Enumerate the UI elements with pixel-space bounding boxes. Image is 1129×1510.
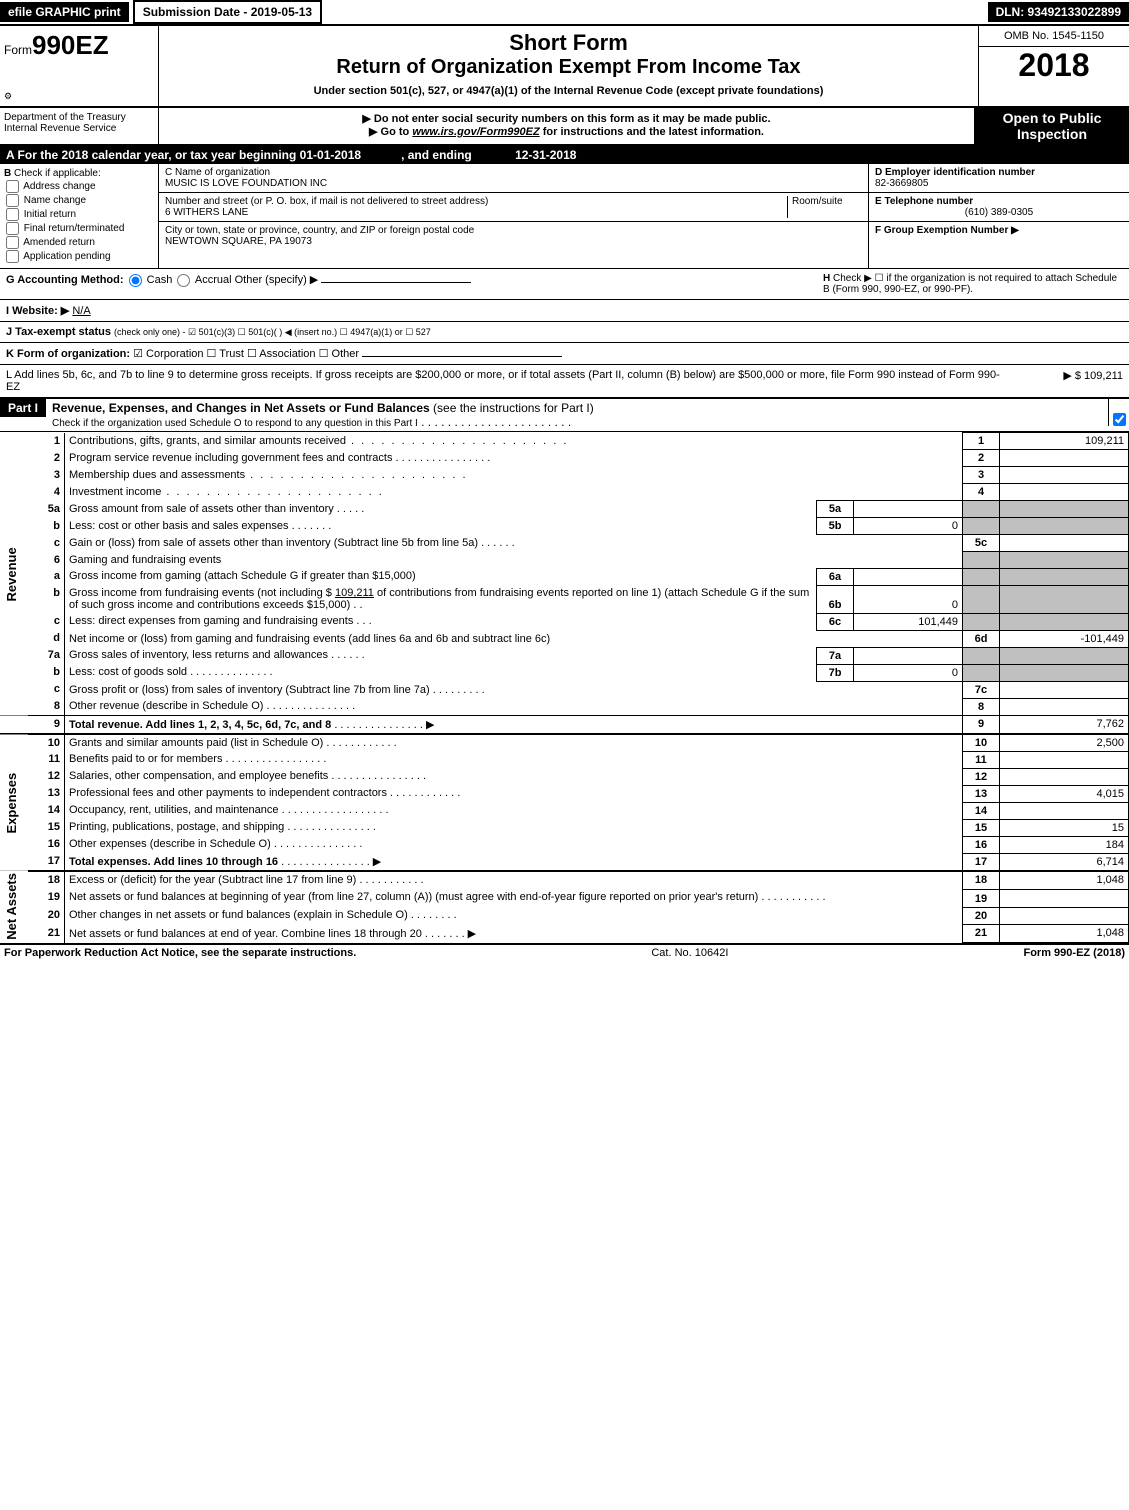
expenses-side-label: Expenses — [0, 734, 28, 872]
street-label: Number and street (or P. O. box, if mail… — [165, 196, 787, 207]
check-address-change[interactable]: Address change — [4, 180, 154, 193]
part-1-title: Revenue, Expenses, and Changes in Net As… — [46, 399, 1108, 431]
dept-left: Department of the Treasury Internal Reve… — [0, 108, 159, 144]
omb-number: OMB No. 1545-1150 — [979, 26, 1129, 47]
irs-url[interactable]: www.irs.gov/Form990EZ — [412, 126, 539, 138]
open-public: Open to Public — [977, 110, 1127, 126]
efile-label: efile GRAPHIC print — [0, 2, 129, 22]
header-center: Short Form Return of Organization Exempt… — [159, 26, 978, 106]
schedule-b-check: Check ▶ ☐ if the organization is not req… — [823, 273, 1117, 295]
city-state-zip: NEWTOWN SQUARE, PA 19073 — [165, 236, 862, 247]
street-address: 6 WITHERS LANE — [165, 207, 787, 218]
line-i: I Website: ▶ N/A — [0, 300, 1129, 322]
tax-year: 2018 — [979, 47, 1129, 84]
line-l: L Add lines 5b, 6c, and 7b to line 9 to … — [0, 365, 1129, 397]
form-prefix: Form — [4, 43, 32, 57]
dept-row: Department of the Treasury Internal Reve… — [0, 108, 1129, 146]
catalog-number: Cat. No. 10642I — [651, 947, 728, 959]
check-application-pending[interactable]: Application pending — [4, 250, 154, 263]
irs-logo: ⚙ — [4, 91, 154, 102]
under-section: Under section 501(c), 527, or 4947(a)(1)… — [167, 85, 970, 97]
city-label: City or town, state or province, country… — [165, 225, 862, 236]
check-name-change[interactable]: Name change — [4, 194, 154, 207]
net-assets-side-label: Net Assets — [0, 871, 28, 943]
line-6b-value: 0 — [854, 585, 963, 613]
line-5b-value: 0 — [854, 518, 963, 535]
check-amended[interactable]: Amended return — [4, 236, 154, 249]
dept-treasury: Department of the Treasury — [4, 112, 154, 123]
line-g-h: G Accounting Method: Cash Accrual Other … — [0, 269, 1129, 300]
top-bar: efile GRAPHIC print Submission Date - 20… — [0, 0, 1129, 26]
submission-date: Submission Date - 2019-05-13 — [133, 0, 322, 24]
line-a: A For the 2018 calendar year, or tax yea… — [0, 146, 1129, 164]
return-title: Return of Organization Exempt From Incom… — [167, 56, 970, 79]
group-exemption-label: F Group Exemption Number ▶ — [875, 225, 1019, 236]
revenue-expenses-table: Revenue 1 Contributions, gifts, grants, … — [0, 432, 1129, 943]
line-6d-value: -101,449 — [1000, 630, 1129, 647]
line-7b-value: 0 — [854, 664, 963, 681]
line-k: K Form of organization: ☑ Corporation ☐ … — [0, 343, 1129, 365]
line-18-value: 1,048 — [1000, 871, 1129, 889]
section-d: D Employer identification number 82-3669… — [868, 164, 1129, 268]
paperwork-notice: For Paperwork Reduction Act Notice, see … — [4, 947, 356, 959]
privacy-notice: ▶ Do not enter social security numbers o… — [163, 112, 970, 125]
section-c: C Name of organization MUSIC IS LOVE FOU… — [159, 164, 868, 268]
form-footer-label: Form 990-EZ (2018) — [1023, 947, 1125, 959]
header-right: OMB No. 1545-1150 2018 — [978, 26, 1129, 106]
room-suite-label: Room/suite — [787, 196, 862, 218]
short-form-title: Short Form — [167, 30, 970, 56]
ein-value: 82-3669805 — [875, 178, 1123, 189]
line-9-value: 7,762 — [1000, 715, 1129, 734]
part-1-label: Part I — [0, 399, 46, 417]
inspection: Inspection — [977, 126, 1127, 142]
org-name: MUSIC IS LOVE FOUNDATION INC — [165, 178, 862, 189]
irs-label: Internal Revenue Service — [4, 123, 154, 134]
form-header: Form990EZ ⚙ Short Form Return of Organiz… — [0, 26, 1129, 108]
dln: DLN: 93492133022899 — [988, 2, 1129, 22]
line-16-value: 184 — [1000, 836, 1129, 853]
inspection-box: Open to Public Inspection — [974, 108, 1129, 144]
section-b: B Check if applicable: Address change Na… — [0, 164, 159, 268]
instructions-link-row: ▶ Go to www.irs.gov/Form990EZ for instru… — [163, 125, 970, 138]
line-21-value: 1,048 — [1000, 925, 1129, 943]
line-6c-value: 101,449 — [854, 613, 963, 630]
accounting-cash[interactable] — [129, 274, 142, 287]
form-number: 990EZ — [32, 30, 109, 60]
accounting-accrual[interactable] — [177, 274, 190, 287]
line-j: J Tax-exempt status (check only one) - ☑… — [0, 322, 1129, 343]
check-initial-return[interactable]: Initial return — [4, 208, 154, 221]
gross-receipts-total: ▶ $ 109,211 — [1003, 369, 1123, 382]
line-1-value: 109,211 — [1000, 433, 1129, 450]
part-1-checkbox[interactable] — [1108, 399, 1129, 426]
form-id-block: Form990EZ ⚙ — [0, 26, 159, 106]
ein-label: D Employer identification number — [875, 167, 1035, 178]
revenue-side-label: Revenue — [0, 433, 28, 716]
phone-label: E Telephone number — [875, 196, 973, 207]
dept-center: ▶ Do not enter social security numbers o… — [159, 108, 974, 144]
part-1-header: Part I Revenue, Expenses, and Changes in… — [0, 397, 1129, 432]
line-10-value: 2,500 — [1000, 734, 1129, 752]
line-15-value: 15 — [1000, 819, 1129, 836]
org-name-label: C Name of organization — [165, 167, 862, 178]
check-final-return[interactable]: Final return/terminated — [4, 222, 154, 235]
website-value: N/A — [72, 305, 90, 317]
phone-value: (610) 389-0305 — [875, 207, 1123, 218]
page-footer: For Paperwork Reduction Act Notice, see … — [0, 943, 1129, 961]
line-13-value: 4,015 — [1000, 785, 1129, 802]
line-17-value: 6,714 — [1000, 853, 1129, 871]
entity-info-section: B Check if applicable: Address change Na… — [0, 164, 1129, 269]
